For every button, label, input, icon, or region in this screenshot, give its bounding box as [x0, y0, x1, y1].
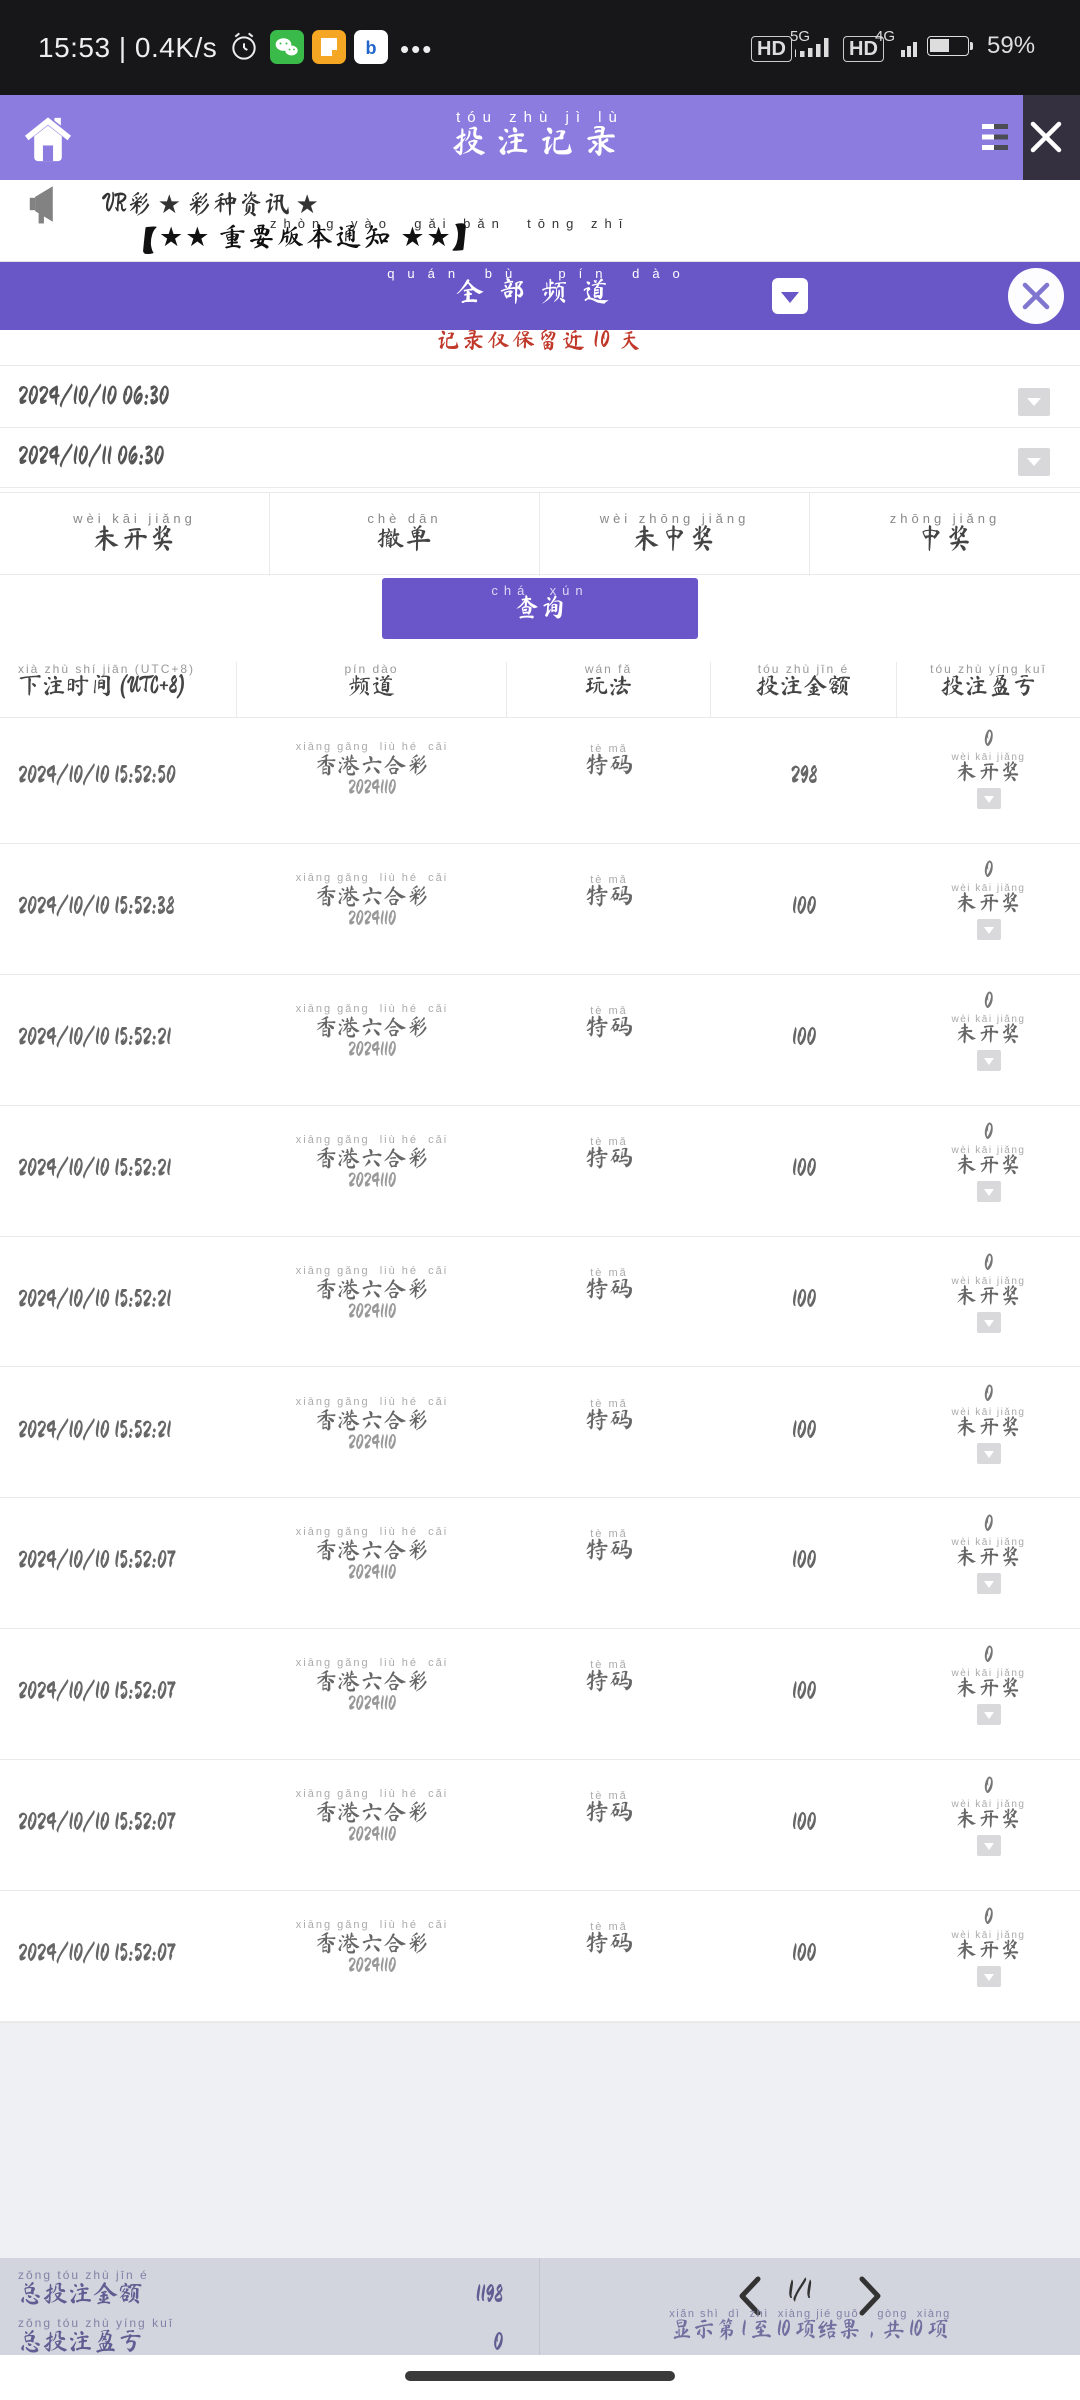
svg-text:b: b — [366, 38, 377, 58]
